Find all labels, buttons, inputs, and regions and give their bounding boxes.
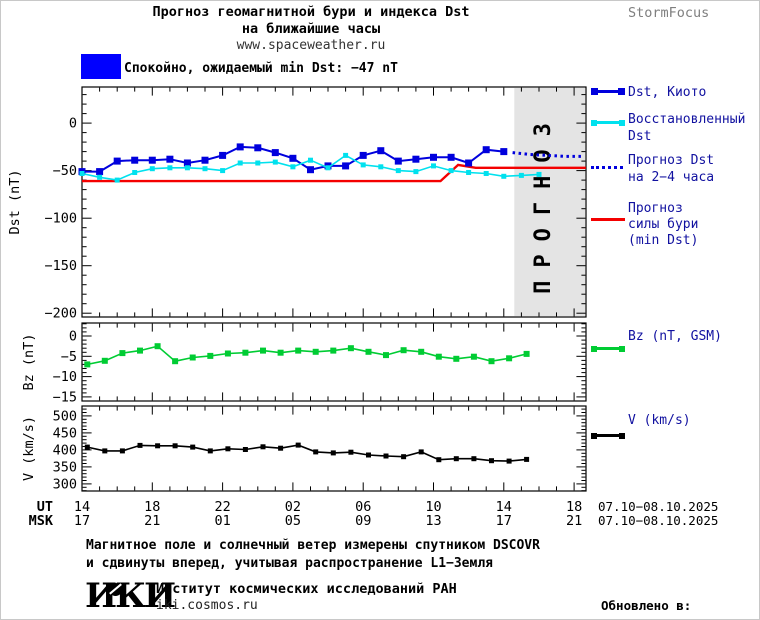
- svg-text:14: 14: [74, 499, 90, 515]
- legend-v-label: V (km/s): [628, 413, 691, 428]
- svg-text:0: 0: [69, 116, 77, 132]
- svg-text:−150: −150: [44, 258, 77, 274]
- legend-bz-label: Bz (nT, GSM): [628, 329, 722, 344]
- footer-note-2: и сдвинуты вперед, учитывая распростране…: [86, 556, 493, 571]
- svg-text:400: 400: [53, 442, 77, 458]
- institute-name: Институт космических исследований РАН: [156, 581, 457, 597]
- svg-text:−100: −100: [44, 211, 77, 227]
- legend-recovered-label-1: Восстановленный: [628, 112, 746, 127]
- updated-label: Обновлено в:: [601, 598, 692, 613]
- svg-text:−200: −200: [44, 306, 77, 322]
- legend-forecast-label-1: Прогноз Dst: [628, 153, 715, 168]
- svg-text:09: 09: [355, 513, 371, 529]
- svg-text:10: 10: [425, 499, 441, 515]
- iki-logo-text: ИКИ: [85, 576, 176, 616]
- iki-logo-dot-icon: [109, 583, 122, 596]
- svg-text:01: 01: [214, 513, 230, 529]
- legend-bz-sample: [591, 345, 625, 352]
- svg-text:21: 21: [566, 513, 582, 529]
- svg-text:07.10−08.10.2025: 07.10−08.10.2025: [598, 499, 718, 514]
- svg-text:ПРОГНОЗ: ПРОГНОЗ: [531, 110, 556, 294]
- legend-dst-kyoto-sample: [591, 88, 625, 95]
- svg-text:14: 14: [496, 499, 512, 515]
- svg-text:Bz (nT): Bz (nT): [21, 334, 37, 391]
- legend-dst-kyoto-label: Dst, Киото: [628, 85, 707, 100]
- svg-text:02: 02: [285, 499, 301, 515]
- svg-text:22: 22: [214, 499, 230, 515]
- svg-text:17: 17: [496, 513, 512, 529]
- svg-text:V (km/s): V (km/s): [21, 416, 37, 481]
- svg-text:05: 05: [285, 513, 301, 529]
- page-subtitle: на ближайшие часы: [241, 21, 381, 37]
- storm-level-text: Спокойно, ожидаемый min Dst: −47 nT: [124, 61, 398, 76]
- svg-text:−10: −10: [53, 369, 77, 385]
- storm-level-swatch: [81, 54, 121, 79]
- svg-text:MSK: MSK: [29, 513, 54, 529]
- svg-text:450: 450: [53, 425, 77, 441]
- legend-v-sample: [591, 432, 625, 439]
- svg-text:18: 18: [566, 499, 582, 515]
- legend-recovered-label-2: Dst: [628, 129, 652, 144]
- legend-forecast-dotted-sample: [591, 166, 623, 169]
- legend-storm-sample: [591, 218, 625, 221]
- source-website: www.spaceweather.ru: [236, 38, 386, 53]
- footer-note-1: Магнитное поле и солнечный ветер измерен…: [86, 538, 540, 553]
- legend-storm-label-3: (min Dst): [628, 233, 699, 248]
- legend-recovered-sample: [591, 119, 625, 126]
- svg-text:UT: UT: [37, 499, 53, 515]
- svg-text:−5: −5: [61, 349, 77, 365]
- institute-website: iki.cosmos.ru: [156, 598, 258, 613]
- updated-block: Обновлено в: UT 14:05, 08.10.2025 MSK 17…: [601, 570, 759, 619]
- svg-text:Dst (nT): Dst (nT): [7, 169, 23, 234]
- svg-text:0: 0: [69, 329, 77, 345]
- svg-text:−15: −15: [53, 389, 77, 405]
- svg-text:17: 17: [74, 513, 90, 529]
- svg-text:13: 13: [425, 513, 441, 529]
- svg-text:21: 21: [144, 513, 160, 529]
- legend-forecast-label-2: на 2−4 часа: [628, 170, 715, 185]
- svg-text:−50: −50: [53, 163, 77, 179]
- page-title: Прогноз геомагнитной бури и индекса Dst: [152, 4, 470, 20]
- brand-label: StormFocus: [628, 5, 710, 21]
- svg-text:07.10−08.10.2025: 07.10−08.10.2025: [598, 513, 718, 528]
- iki-logo: ИКИ: [85, 576, 176, 616]
- svg-text:18: 18: [144, 499, 160, 515]
- legend-storm-label-2: силы бури: [628, 217, 699, 232]
- svg-text:350: 350: [53, 459, 77, 475]
- svg-text:06: 06: [355, 499, 371, 515]
- legend-storm-label-1: Прогноз: [628, 201, 683, 216]
- svg-text:300: 300: [53, 476, 77, 492]
- svg-text:500: 500: [53, 408, 77, 424]
